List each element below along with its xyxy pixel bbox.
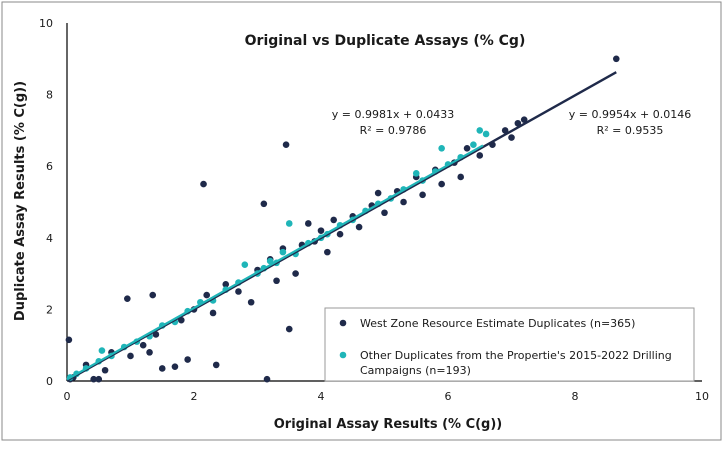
west-zone-point (171, 363, 179, 370)
west-zone-point (400, 198, 407, 206)
x-tick-label: 2 (191, 390, 198, 403)
west-zone-point (438, 180, 445, 188)
west-zone-point (95, 375, 103, 383)
west-zone-point (282, 141, 290, 149)
west-zone-point (317, 227, 325, 234)
west-zone-point (158, 365, 166, 372)
west-trend-r2: R² = 0.9535 (597, 124, 664, 137)
x-tick-labels: 0 2 4 6 8 10 (64, 390, 710, 403)
x-axis-label: Original Assay Results (% C(g)) (274, 417, 503, 432)
legend-other-label-line1: Other Duplicates from the Propertie's 20… (360, 349, 672, 362)
other-duplicate-point (476, 127, 484, 134)
other-duplicate-point (241, 261, 249, 268)
chart-title: Original vs Duplicate Assays (% Cg) (245, 33, 526, 49)
west-zone-point (124, 295, 131, 302)
y-tick-label: 10 (39, 17, 53, 30)
legend-other-marker (339, 351, 347, 359)
west-zone-point (273, 277, 280, 285)
x-tick-label: 8 (572, 390, 579, 403)
y-tick-label: 8 (46, 89, 53, 102)
west-zone-point (101, 366, 109, 374)
y-axis-label: Duplicate Assay Results (% C(g)) (13, 81, 28, 321)
west-zone-point (139, 341, 147, 349)
west-zone-point (127, 352, 134, 360)
west-zone-point (235, 288, 242, 295)
legend-west-marker (339, 319, 347, 327)
west-zone-point (501, 127, 509, 134)
west-zone-point (203, 291, 210, 299)
west-zone-point (65, 336, 73, 344)
west-zone-point (149, 291, 157, 299)
other-trendline (66, 144, 484, 381)
other-trend-r2: R² = 0.9786 (360, 124, 427, 137)
other-duplicate-point (285, 220, 293, 227)
x-tick-label: 6 (445, 390, 452, 403)
west-zone-point (381, 209, 388, 217)
west-zone-point (476, 152, 484, 159)
y-tick-label: 6 (46, 160, 53, 173)
x-tick-label: 0 (64, 390, 71, 403)
y-tick-label: 0 (46, 375, 53, 388)
legend-other-label-line2: Campaigns (n=193) (360, 364, 471, 377)
west-zone-point (292, 270, 299, 277)
west-zone-point (260, 200, 268, 208)
west-zone-point (463, 145, 471, 152)
west-zone-point (200, 180, 207, 188)
legend-west-label: West Zone Resource Estimate Duplicates (… (360, 317, 635, 330)
west-zone-point (419, 191, 426, 199)
other-duplicate-point (266, 257, 274, 265)
west-zone-point (457, 173, 465, 181)
west-zone-point (324, 248, 331, 256)
other-duplicate-point (98, 347, 106, 354)
west-zone-point (263, 375, 271, 383)
y-tick-labels: 0 2 4 6 8 10 (39, 17, 53, 388)
other-duplicate-point (279, 248, 287, 256)
trendlines (66, 71, 617, 382)
west-zone-point (285, 325, 293, 333)
y-tick-label: 4 (46, 232, 53, 245)
other-duplicate-point (482, 130, 490, 138)
legend-box (324, 307, 695, 382)
west-zone-point (146, 349, 153, 356)
west-zone-point (90, 375, 97, 383)
west-trend-equation: y = 0.9954x + 0.0146 (569, 108, 691, 121)
west-zone-point (374, 189, 382, 197)
legend: West Zone Resource Estimate Duplicates (… (324, 307, 695, 382)
west-zone-point (508, 134, 515, 141)
other-trend-equation: y = 0.9981x + 0.0433 (332, 108, 454, 121)
x-tick-label: 10 (695, 390, 709, 403)
west-zone-point (514, 119, 522, 127)
west-zone-point (209, 309, 217, 317)
west-zone-point (184, 356, 191, 363)
west-zone-point (336, 230, 344, 238)
west-zone-point (305, 220, 312, 227)
west-zone-point (247, 298, 255, 306)
west-zone-point (330, 216, 338, 224)
y-tick-label: 2 (46, 303, 53, 316)
west-zone-point (222, 281, 230, 288)
west-zone-point (355, 223, 363, 231)
west-zone-point (520, 116, 528, 123)
other-duplicate-point (470, 141, 477, 149)
other-duplicate-point (412, 170, 420, 177)
other-duplicate-point (438, 145, 445, 152)
x-tick-label: 4 (318, 390, 325, 403)
west-zone-point (212, 361, 220, 369)
west-zone-point (612, 55, 620, 63)
